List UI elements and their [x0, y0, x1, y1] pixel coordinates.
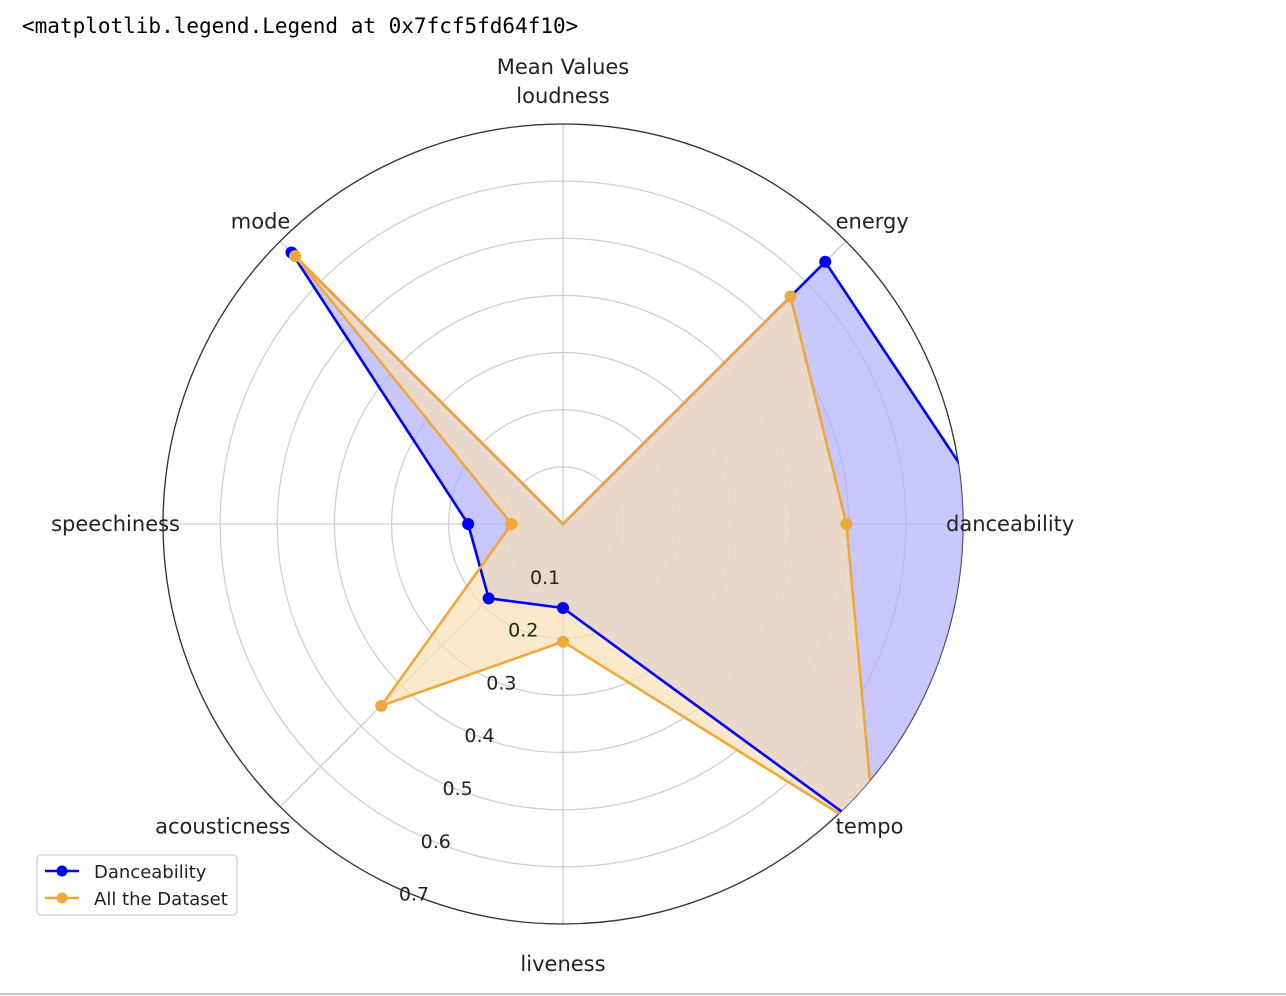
radial-tick-label-0.5: 0.5: [443, 778, 473, 800]
series-1-point-speechiness: [505, 518, 518, 530]
chart-legend: Danceability All the Dataset: [36, 854, 238, 916]
legend-frame: [36, 854, 238, 916]
legend-label-1: All the Dataset: [94, 889, 228, 910]
legend-marker-1: [56, 892, 68, 904]
axis-label-liveness: liveness: [520, 952, 605, 976]
radial-tick-label-0.1: 0.1: [530, 567, 560, 589]
axis-label-speechiness: speechiness: [51, 512, 180, 536]
radial-tick-label-0.6: 0.6: [421, 831, 451, 853]
series-lines: [285, 246, 963, 842]
chart-title: Mean Values: [497, 55, 630, 79]
series-0-point-acousticness: [482, 592, 495, 605]
axis-labels: danceability energy loudness mode speechines…: [51, 84, 1074, 976]
radial-tick-label-0.7: 0.7: [399, 884, 429, 906]
series-1-point-liveness: [557, 635, 569, 648]
radial-tick-label-0.4: 0.4: [464, 725, 494, 747]
legend-marker-0: [56, 865, 68, 877]
radial-tick-label-0.2: 0.2: [508, 620, 538, 642]
series-1-point-energy: [784, 290, 797, 303]
axis-label-loudness: loudness: [516, 84, 609, 108]
axis-label-acousticness: acousticness: [155, 815, 290, 839]
series-1-point-mode: [289, 250, 302, 263]
series-1-point-danceability: [840, 518, 853, 530]
series-0-point-energy: [819, 255, 832, 268]
legend-label-0: Danceability: [94, 862, 207, 883]
axis-label-danceability: danceability: [946, 512, 1074, 536]
series-0-point-speechiness: [462, 518, 475, 530]
axis-label-tempo: tempo: [836, 815, 904, 839]
axis-label-mode: mode: [231, 209, 291, 233]
radial-tick-label-0.3: 0.3: [486, 672, 516, 694]
cell-output-repr: <matplotlib.legend.Legend at 0x7fcf5fd64…: [22, 14, 579, 38]
series-1-point-acousticness: [375, 699, 388, 712]
cell-divider: [0, 993, 1286, 995]
series-0-point-liveness: [557, 602, 569, 614]
axis-label-energy: energy: [836, 209, 909, 233]
series-fills: [291, 252, 963, 836]
